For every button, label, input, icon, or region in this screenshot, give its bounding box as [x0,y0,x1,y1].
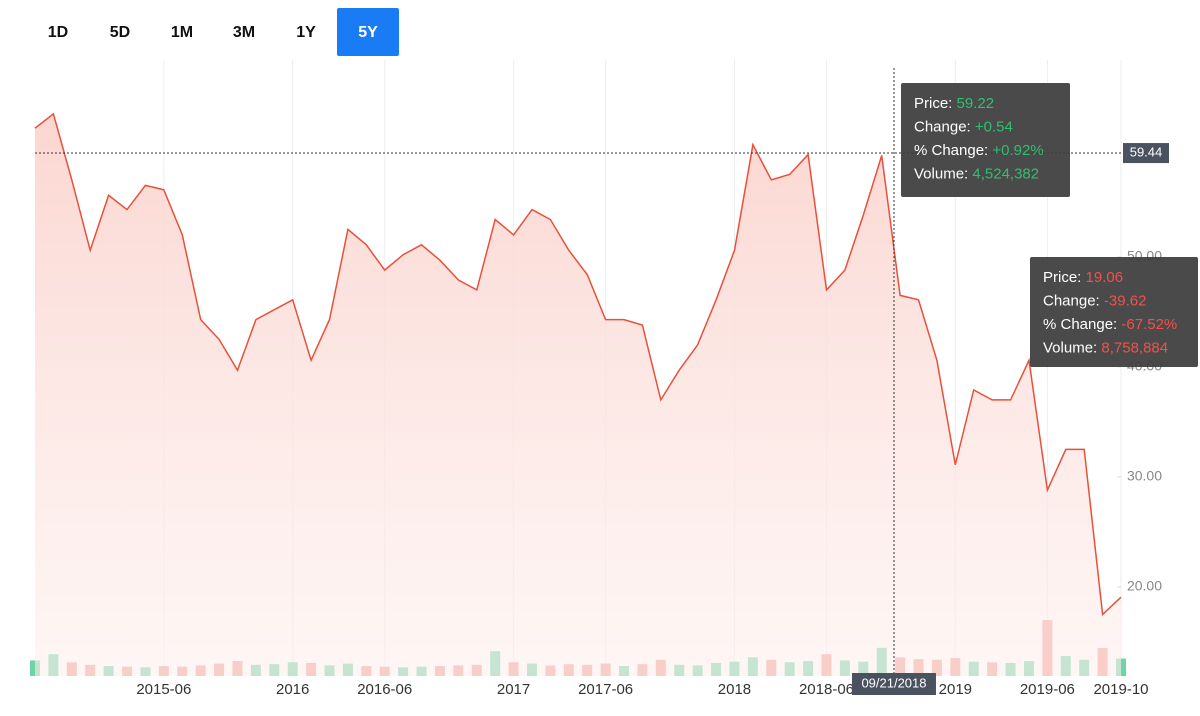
tooltip-label: % Change: [914,142,988,159]
tooltip-value: 8,758,884 [1101,339,1168,356]
range-button-label[interactable]: 3M [233,24,255,41]
tooltip-box [901,83,1070,197]
x-tick-label: 2019-06 [1020,681,1075,698]
tooltip-row: Change: +0.54 [914,118,1013,135]
x-tick-label: 2016-06 [357,681,412,698]
price-line [34,112,1122,616]
x-tick-label: 2015-06 [136,681,191,698]
tooltip-row: Volume: 4,524,382 [914,165,1039,182]
range-button[interactable] [89,8,151,56]
range-button[interactable] [27,8,89,56]
tooltip-label: Volume: [1043,339,1097,356]
x-tick-label: 2019-10 [1093,681,1148,698]
tooltip-row: Change: -39.62 [1043,292,1146,309]
range-button-label[interactable]: 1Y [296,24,316,41]
tooltip-value: 19.06 [1086,269,1124,286]
tooltip-row: % Change: -67.52% [1043,316,1177,333]
y-tick-label: 30.00 [1127,468,1162,484]
y-tick-label: 20.00 [1127,578,1162,594]
crosshair-date-box [851,673,936,695]
crosshair-price-label: 59.44 [1130,144,1163,159]
tooltip-row: Price: 59.22 [914,95,994,112]
tooltip-box [1030,257,1198,367]
range-button-label[interactable]: 1M [171,24,193,41]
range-button[interactable] [337,8,399,56]
x-tick-label: 2017 [497,681,530,698]
range-button-label[interactable]: 1D [48,24,68,41]
price-area [35,113,1121,676]
tooltip-row: % Change: +0.92% [914,142,1044,159]
x-tick-label: 2016 [276,681,309,698]
range-button[interactable] [213,8,275,56]
tooltip-value: +0.92% [992,142,1043,159]
range-button[interactable] [151,8,213,56]
tooltip-label: Change: [1043,292,1100,309]
tooltip-label: Change: [914,118,971,135]
tooltip-row: Volume: 8,758,884 [1043,339,1168,356]
tooltip-row: Price: 19.06 [1043,269,1123,286]
tooltip-label: Price: [914,95,952,112]
crosshair-date-label: 09/21/2018 [861,675,926,690]
tooltip-value: 59.22 [957,95,995,112]
x-tick-label: 2018-06 [799,681,854,698]
range-button-label[interactable]: 5Y [358,24,378,41]
tooltip-value: -67.52% [1121,316,1177,333]
tooltip-label: Price: [1043,269,1081,286]
crosshair-price-box [1123,143,1169,164]
tooltip-value: 4,524,382 [972,165,1039,182]
range-button-label[interactable]: 5D [110,24,130,41]
x-tick-label: 2017-06 [578,681,633,698]
tooltip-label: % Change: [1043,316,1117,333]
x-tick-label: 2019 [939,681,972,698]
tooltip-value: +0.54 [975,118,1013,135]
tooltip-label: Volume: [914,165,968,182]
tooltip-value: -39.62 [1104,292,1147,309]
x-tick-label: 2018 [718,681,751,698]
range-button[interactable] [275,8,337,56]
